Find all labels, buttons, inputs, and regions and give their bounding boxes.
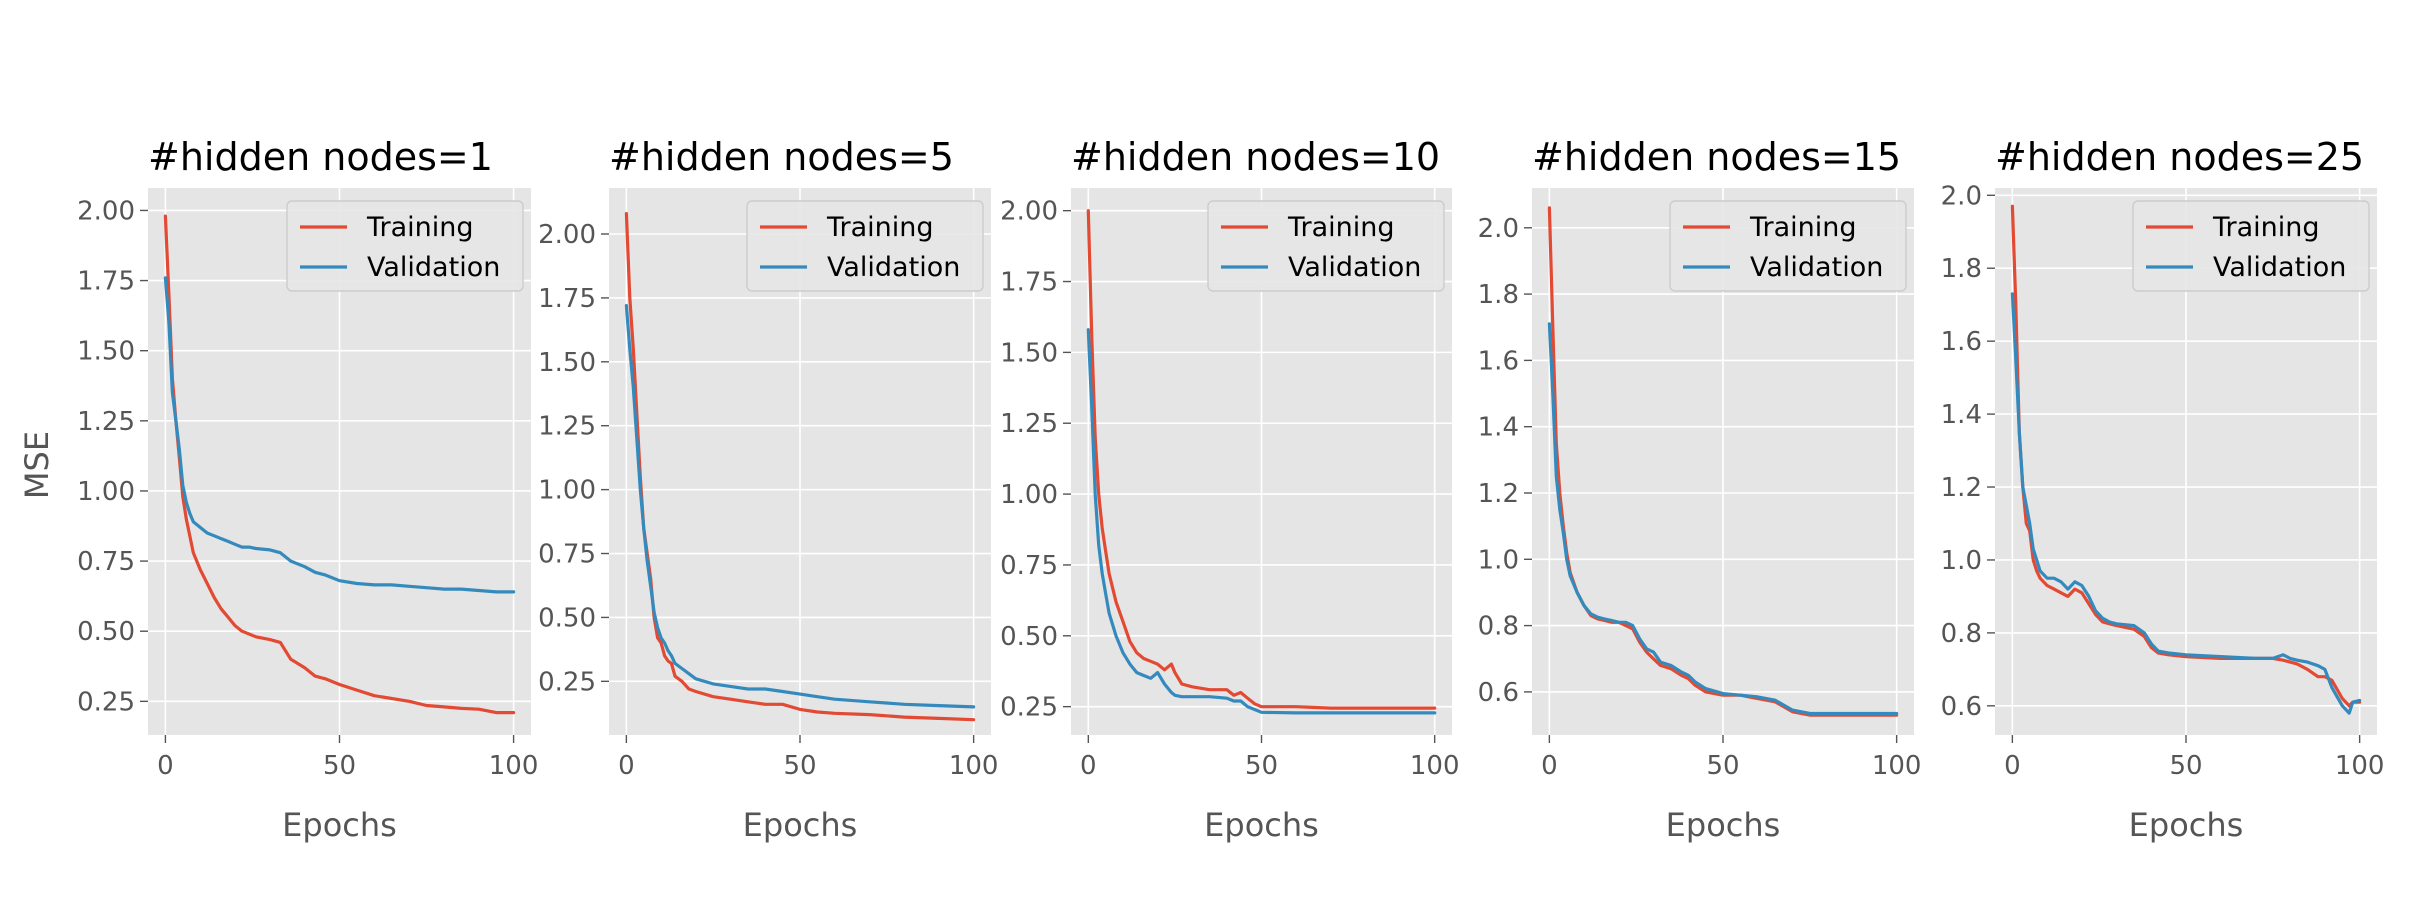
x-axis-label: Epochs <box>1666 806 1781 844</box>
y-tick-label: 0.75 <box>538 540 596 570</box>
y-tick-label: 0.75 <box>77 547 135 577</box>
x-axis-label: Epochs <box>282 806 397 844</box>
x-tick-label: 100 <box>2335 751 2385 781</box>
x-tick-label: 0 <box>157 751 174 781</box>
legend-label-validation: Validation <box>1288 252 1421 283</box>
y-tick-label: 0.8 <box>1941 619 1982 649</box>
subplot-title: #hidden nodes=1 <box>148 135 493 179</box>
legend-label-training: Training <box>826 212 934 243</box>
y-tick-label: 0.75 <box>1000 551 1058 581</box>
x-tick-label: 100 <box>1872 751 1922 781</box>
subplot-title: #hidden nodes=15 <box>1532 135 1901 179</box>
y-tick-label: 1.8 <box>1478 280 1519 310</box>
y-tick-label: 1.75 <box>1000 268 1058 298</box>
y-tick-label: 0.50 <box>1000 622 1058 652</box>
x-axis-label: Epochs <box>1204 806 1319 844</box>
series-line-training <box>1086 209 1437 710</box>
series-line-validation <box>1086 328 1437 715</box>
y-tick-label: 1.75 <box>538 284 596 314</box>
legend: Training Validation <box>2132 200 2370 292</box>
legend: Training Validation <box>746 200 984 292</box>
legend-label-training: Training <box>1287 212 1395 243</box>
panels: 0 50 1000.250.500.751.001.251.501.752.00#h… <box>77 135 2384 844</box>
y-tick-label: 1.2 <box>1941 473 1982 503</box>
y-tick-label: 1.25 <box>538 412 596 442</box>
y-tick-label: 0.25 <box>77 687 135 717</box>
subplot-2: 0 50 100 0.25 0.50 0.75 1.00 1.25 1.50 1.75 2.00 #h… <box>538 135 998 844</box>
y-tick-label: 1.4 <box>1941 400 1982 430</box>
y-tick-label: 0.8 <box>1478 612 1519 642</box>
y-tick-label: 2.00 <box>538 220 596 250</box>
subplot-title: #hidden nodes=10 <box>1071 135 1440 179</box>
subplot-3: 0 50 100 0.25 0.50 0.75 1.00 1.25 1.50 1.75 2.00 #h… <box>1000 135 1459 844</box>
y-tick-label: 0.6 <box>1478 678 1519 708</box>
y-tick-label: 1.50 <box>1000 338 1058 368</box>
series-line-validation <box>624 304 976 709</box>
y-tick-label: 0.6 <box>1941 692 1982 722</box>
x-tick-label: 100 <box>949 751 999 781</box>
y-tick-label: 1.6 <box>1478 346 1519 376</box>
legend-label-training: Training <box>366 212 474 243</box>
x-tick-label: 100 <box>489 751 539 781</box>
x-axis-label: Epochs <box>2129 806 2244 844</box>
series-line-validation <box>1547 322 1899 716</box>
x-tick-label: 0 <box>2004 751 2021 781</box>
x-tick-label: 0 <box>1080 751 1097 781</box>
y-tick-label: 2.00 <box>1000 197 1058 227</box>
series-line-validation <box>2010 292 2362 715</box>
y-tick-label: 2.00 <box>77 196 135 226</box>
legend-label-validation: Validation <box>1750 252 1883 283</box>
x-tick-label: 0 <box>618 751 635 781</box>
subplot-5: 0 50 100 0.6 0.8 1.0 1.2 1.4 1.6 1.8 2.0 #hidden no… <box>1941 135 2385 844</box>
subplot-4: 0 50 100 0.6 0.8 1.0 1.2 1.4 1.6 1.8 2.0 #hidden no… <box>1478 135 1922 844</box>
x-tick-label: 50 <box>1706 751 1739 781</box>
y-axis-label: MSE <box>18 431 56 499</box>
y-tick-label: 2.0 <box>1941 181 1982 211</box>
series-line-validation <box>163 276 516 594</box>
legend: Training Validation <box>286 200 524 292</box>
x-tick-label: 100 <box>1410 751 1460 781</box>
y-tick-label: 1.8 <box>1941 254 1982 284</box>
legend-label-validation: Validation <box>2213 252 2346 283</box>
y-tick-label: 0.25 <box>1000 693 1058 723</box>
y-tick-label: 1.50 <box>538 348 596 378</box>
y-tick-label: 1.00 <box>1000 480 1058 510</box>
subplot-title: #hidden nodes=5 <box>609 135 954 179</box>
x-axis-label: Epochs <box>743 806 858 844</box>
y-tick-label: 1.00 <box>77 477 135 507</box>
y-tick-label: 0.25 <box>538 667 596 697</box>
y-tick-label: 1.0 <box>1941 546 1982 576</box>
y-tick-label: 1.50 <box>77 337 135 367</box>
legend: Training Validation <box>1207 200 1445 292</box>
x-tick-label: 50 <box>2169 751 2202 781</box>
x-tick-label: 50 <box>323 751 356 781</box>
y-tick-label: 1.0 <box>1478 545 1519 575</box>
legend-label-validation: Validation <box>367 252 500 283</box>
x-tick-label: 50 <box>783 751 816 781</box>
legend-label-training: Training <box>1749 212 1857 243</box>
y-tick-label: 1.2 <box>1478 479 1519 509</box>
y-tick-label: 1.00 <box>538 476 596 506</box>
y-tick-label: 1.25 <box>1000 409 1058 439</box>
x-tick-label: 0 <box>1541 751 1558 781</box>
y-tick-label: 1.75 <box>77 267 135 297</box>
subplot-title: #hidden nodes=25 <box>1995 135 2364 179</box>
series-line-training <box>2010 204 2362 708</box>
y-tick-label: 1.25 <box>77 407 135 437</box>
y-tick-label: 1.6 <box>1941 327 1982 357</box>
x-tick-label: 50 <box>1245 751 1278 781</box>
y-tick-label: 0.50 <box>538 603 596 633</box>
legend-label-training: Training <box>2212 212 2320 243</box>
y-tick-label: 0.50 <box>77 617 135 647</box>
series-line-training <box>163 214 516 715</box>
subplot-1: 0 50 100 0.25 0.50 0.75 1.00 1.25 1.50 1.75 2.00 #h… <box>77 135 538 844</box>
y-tick-label: 1.4 <box>1478 413 1519 443</box>
legend-label-validation: Validation <box>827 252 960 283</box>
legend: Training Validation <box>1669 200 1907 292</box>
y-tick-label: 2.0 <box>1478 214 1519 244</box>
